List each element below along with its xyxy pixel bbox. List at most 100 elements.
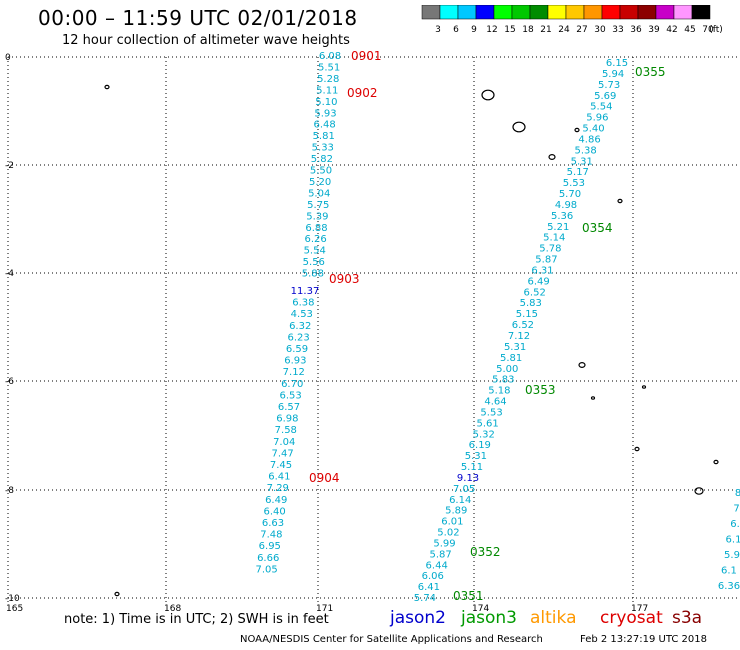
scale-label: 30 [594, 25, 606, 35]
scale-swatch [457, 5, 477, 20]
wave-height-value: 5.31 [504, 342, 526, 353]
wave-height-value: 6.1 [721, 566, 740, 577]
scale-label: 27 [576, 25, 587, 35]
wave-height-value: 5.74 [414, 593, 436, 604]
color-scale-legend: 3 6 9 12 15 18 21 24 27 30 33 36 39 42 45 70(ft) [421, 5, 723, 35]
wave-height-value: 5.93 [314, 108, 336, 119]
wave-height-value: 5.54 [590, 102, 612, 113]
scale-swatch [583, 5, 603, 20]
pass-label: 0353 [525, 383, 556, 397]
scale-swatch [511, 5, 531, 20]
wave-height-value: 5.69 [594, 91, 616, 102]
wave-height-value: 5.81 [313, 131, 335, 142]
satellite-altika: altika [530, 608, 577, 628]
wave-height-value: 7.47 [271, 448, 293, 459]
wave-height-value: 6.49 [265, 495, 287, 506]
wave-height-value: 6.1 [726, 535, 740, 546]
wave-height-value: 5.87 [429, 549, 451, 560]
island-outline [481, 89, 495, 101]
wave-height-value: 5.00 [496, 364, 518, 375]
wave-height-value: 6.52 [512, 320, 534, 331]
wave-height-value: 6.66 [257, 553, 279, 564]
scale-label: 9 [471, 25, 477, 35]
pass-label: 0355 [635, 65, 666, 79]
scale-label: 39 [648, 25, 660, 35]
lon-label: 168 [164, 604, 181, 614]
wave-height-value: 4.86 [578, 134, 600, 145]
wave-height-value: 5.17 [567, 167, 589, 178]
wave-height-value: 7.12 [508, 331, 530, 342]
wave-height-value: 5.04 [308, 188, 330, 199]
wave-height-value: 6.01 [441, 517, 463, 528]
scale-swatch [637, 5, 657, 20]
lon-label: 165 [6, 604, 23, 614]
wave-height-value: 5.21 [547, 222, 569, 233]
island-outline [578, 362, 586, 369]
scale-label: 36 [630, 25, 642, 35]
lat-label: -2 [5, 161, 14, 171]
pass-label: 0352 [470, 545, 501, 559]
wave-height-value: 5.81 [500, 353, 522, 364]
wave-height-value: 5.20 [309, 177, 331, 188]
wave-height-value: 5.56 [303, 257, 325, 268]
wave-height-value: 6.57 [278, 402, 300, 413]
lon-label: 171 [316, 604, 333, 614]
wave-height-value: 5.36 [551, 211, 573, 222]
scale-swatch [421, 5, 441, 20]
wave-height-value: 5.73 [598, 80, 620, 91]
pass-label: 0903 [329, 272, 360, 286]
wave-height-value: 5.83 [492, 375, 514, 386]
scale-label: 24 [558, 25, 570, 35]
scale-swatch [439, 5, 459, 20]
wave-height-value: 6.49 [527, 276, 549, 287]
wave-height-value: 6.32 [289, 321, 311, 332]
wave-height-value: 5.9 [724, 550, 740, 561]
wave-height-value: 7.04 [273, 437, 295, 448]
scale-swatch [475, 5, 495, 20]
wave-height-value: 5.31 [465, 451, 487, 462]
island-outline [641, 385, 647, 389]
wave-height-value: 6. [730, 519, 740, 530]
scale-swatch [691, 5, 711, 20]
pass-label: 0351 [453, 589, 484, 603]
wave-height-value: 4.98 [555, 200, 577, 211]
wave-height-value: 6.48 [313, 120, 335, 131]
scale-swatch [619, 5, 639, 20]
wave-height-value: 5.78 [539, 244, 561, 255]
wave-height-value: 7.05 [255, 564, 277, 575]
map-title: 00:00 – 11:59 UTC 02/01/2018 [38, 6, 358, 30]
lon-label: 177 [631, 604, 648, 614]
footer-credit: NOAA/NESDIS Center for Satellite Applica… [240, 634, 543, 645]
wave-height-value: 6.40 [263, 506, 285, 517]
wave-height-value: 6.36 [718, 581, 740, 592]
scale-label: 42 [666, 25, 677, 35]
wave-height-value: 5.14 [543, 233, 565, 244]
wave-height-value: 5.83 [520, 298, 542, 309]
wave-height-value: 5.18 [488, 386, 510, 397]
wave-height-value: 6.08 [319, 51, 341, 62]
wave-height-value: 9.13 [457, 473, 479, 484]
pass-label: 0901 [351, 49, 382, 63]
scale-label: 18 [522, 25, 534, 35]
scale-swatch [547, 5, 567, 20]
island-outline [574, 127, 580, 133]
pass-labels: 0901 0902 0903 0904 0355 0354 0353 0352 0351 [309, 49, 666, 603]
wave-height-value: 5.94 [602, 69, 624, 80]
island-outline [713, 459, 719, 465]
wave-height-value: 6.31 [531, 265, 553, 276]
wave-height-value: 5.38 [575, 145, 597, 156]
wave-height-value: 6.95 [259, 541, 281, 552]
scale-swatch [529, 5, 549, 20]
wave-height-value: 5.51 [318, 62, 340, 73]
wave-height-value: 8 [735, 488, 740, 499]
wave-height-value: 5.96 [586, 113, 608, 124]
wave-height-value: 6.98 [276, 414, 298, 425]
wave-height-value: 6.19 [469, 440, 491, 451]
note-text: note: 1) Time is in UTC; 2) SWH is in fe… [64, 612, 329, 627]
wave-height-value: 5.53 [563, 178, 585, 189]
wave-height-value: 5.88 [302, 269, 324, 280]
wave-height-value: 4.64 [484, 397, 506, 408]
wave-height-value: 6.44 [426, 560, 448, 571]
lat-label: -6 [5, 377, 14, 387]
